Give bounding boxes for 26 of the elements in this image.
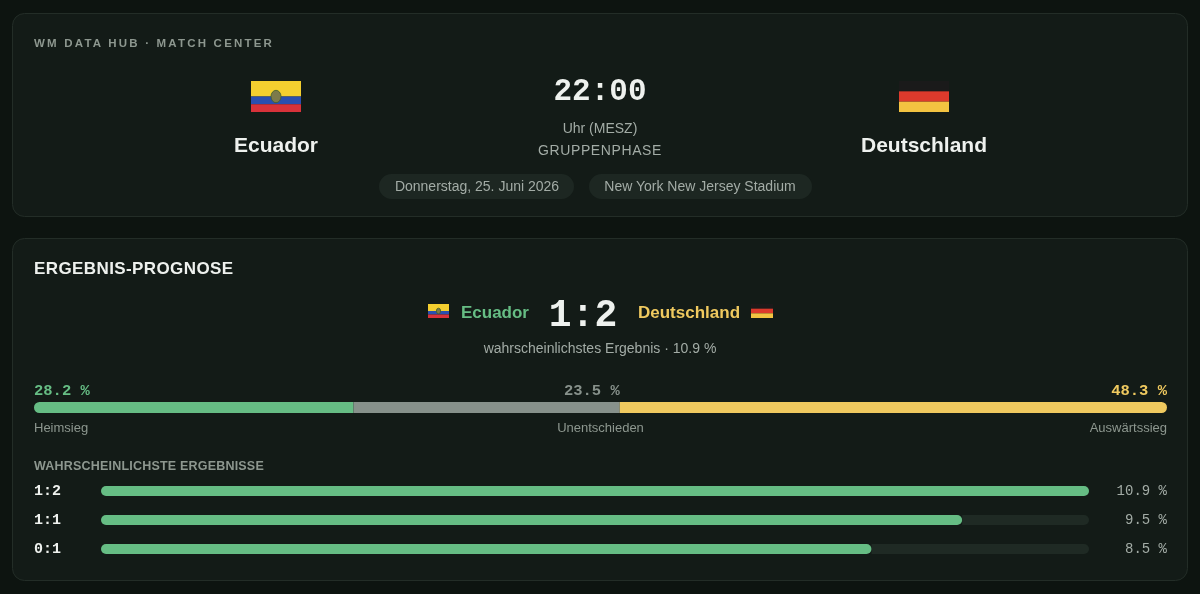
- series-label: Unentschieden: [557, 420, 644, 435]
- text: Deutschland: [638, 303, 741, 322]
- text: wahrscheinlichstes Ergebnis · 10.9 %: [482, 340, 717, 356]
- y-tick-label: 0:1: [34, 540, 62, 558]
- y-tick-label: 1:1: [34, 511, 62, 529]
- chart-title: WAHRSCHEINLICHSTE ERGEBNISSE: [34, 459, 264, 473]
- y-tick-label: 1:2: [34, 482, 62, 500]
- text: Ecuador: [233, 133, 319, 156]
- text: WM DATA HUB · MATCH CENTER: [34, 37, 275, 49]
- data-label: 9.5 %: [1124, 512, 1168, 528]
- text: Donnerstag, 25. Juni 2026: [394, 178, 560, 194]
- text: Uhr (MESZ): [562, 120, 638, 136]
- series-label: Auswärtssieg: [1089, 420, 1167, 435]
- data-label: 23.5 %: [563, 382, 621, 400]
- series-label: Heimsieg: [34, 420, 89, 435]
- text: GRUPPENPHASE: [538, 142, 662, 158]
- data-label: 28.2 %: [34, 382, 91, 400]
- text: Ecuador: [460, 303, 530, 322]
- text: 22:00: [553, 74, 647, 109]
- text: 1:2: [548, 294, 618, 337]
- data-label: 10.9 %: [1116, 483, 1168, 499]
- data-label: 48.3 %: [1111, 382, 1168, 400]
- chart-title: ERGEBNIS-PROGNOSE: [34, 259, 234, 278]
- text: Deutschland: [860, 133, 988, 156]
- data-label: 8.5 %: [1124, 541, 1168, 557]
- text: New York New Jersey Stadium: [604, 178, 796, 194]
